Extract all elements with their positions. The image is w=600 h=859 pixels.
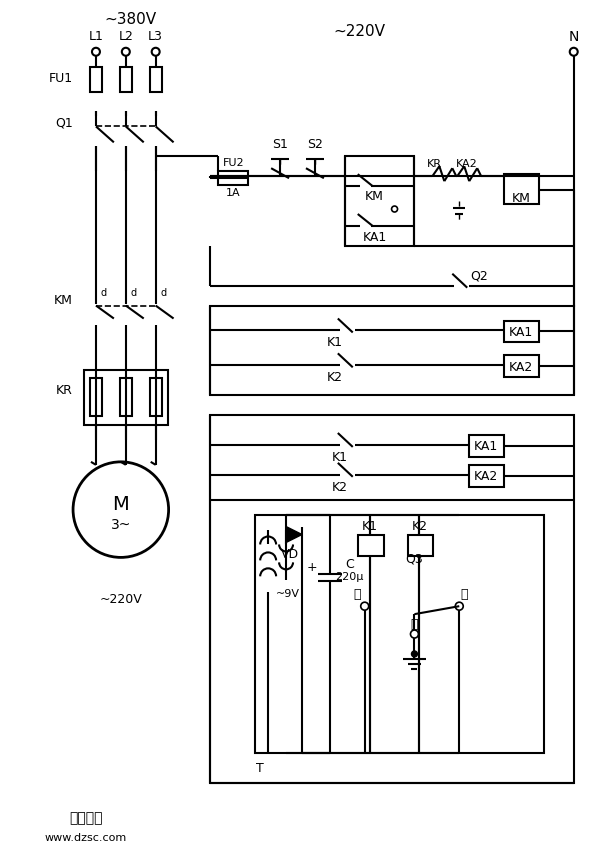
Bar: [84, 370, 167, 425]
Text: KM: KM: [365, 190, 384, 203]
Bar: [90, 67, 102, 92]
Text: FU2: FU2: [223, 158, 244, 168]
Text: KA2: KA2: [474, 470, 498, 484]
Bar: [90, 378, 102, 416]
Text: KR: KR: [427, 159, 442, 169]
Text: L1: L1: [89, 30, 103, 43]
Text: KA2: KA2: [457, 159, 478, 169]
Text: KA2: KA2: [509, 361, 533, 374]
Bar: [345, 156, 415, 246]
Circle shape: [361, 602, 368, 610]
Bar: [211, 306, 574, 395]
Text: KA1: KA1: [362, 231, 387, 245]
Text: ~220V: ~220V: [334, 24, 386, 40]
Text: KA1: KA1: [509, 326, 533, 339]
Circle shape: [570, 48, 578, 56]
Text: FU1: FU1: [49, 72, 73, 85]
Text: KM: KM: [512, 192, 530, 204]
Text: L2: L2: [118, 30, 133, 43]
Circle shape: [92, 48, 100, 56]
Bar: [218, 171, 248, 186]
Text: N: N: [569, 30, 579, 44]
Bar: [120, 378, 132, 416]
Text: K2: K2: [332, 481, 348, 494]
Text: T: T: [256, 762, 264, 775]
Bar: [407, 534, 433, 557]
Circle shape: [455, 602, 463, 610]
Text: L3: L3: [148, 30, 163, 43]
Text: 中: 中: [411, 618, 418, 631]
Text: www.dzsc.com: www.dzsc.com: [45, 833, 127, 843]
Bar: [120, 67, 132, 92]
Text: d: d: [161, 288, 167, 297]
Circle shape: [392, 206, 398, 212]
Text: S1: S1: [272, 137, 288, 151]
Text: K2: K2: [327, 371, 343, 384]
Text: ~9V: ~9V: [276, 589, 300, 600]
Text: d: d: [101, 288, 107, 297]
Circle shape: [152, 48, 160, 56]
Bar: [469, 465, 504, 487]
Text: 1A: 1A: [226, 188, 241, 198]
Bar: [358, 534, 383, 557]
Circle shape: [122, 48, 130, 56]
Text: K1: K1: [362, 520, 377, 533]
Text: KA1: KA1: [474, 441, 498, 454]
Bar: [504, 320, 539, 343]
Text: d: d: [131, 288, 137, 297]
Bar: [149, 378, 161, 416]
Bar: [469, 435, 504, 457]
Bar: [504, 356, 539, 377]
Bar: [255, 515, 544, 753]
Bar: [504, 174, 539, 204]
Text: KR: KR: [56, 384, 73, 397]
Text: 高: 高: [460, 588, 468, 600]
Bar: [149, 67, 161, 92]
Text: +: +: [307, 561, 317, 574]
Bar: [211, 415, 574, 783]
Text: 低: 低: [353, 588, 361, 600]
Text: 3~: 3~: [110, 518, 131, 532]
Text: VD: VD: [281, 548, 299, 561]
Text: K2: K2: [412, 520, 427, 533]
Text: C: C: [346, 557, 354, 571]
Text: M: M: [112, 495, 129, 515]
Text: 220μ: 220μ: [335, 572, 364, 582]
Polygon shape: [286, 527, 302, 543]
Circle shape: [412, 651, 418, 657]
Text: K1: K1: [327, 336, 343, 349]
Text: KM: KM: [54, 294, 73, 308]
Circle shape: [410, 630, 418, 638]
Text: Q2: Q2: [470, 269, 488, 283]
Text: Q3: Q3: [406, 553, 424, 566]
Text: Q1: Q1: [55, 117, 73, 130]
Text: ~380V: ~380V: [105, 12, 157, 27]
Text: 维库一下: 维库一下: [69, 811, 103, 825]
Text: ~220V: ~220V: [100, 593, 142, 606]
Text: S2: S2: [307, 137, 323, 151]
Text: K1: K1: [332, 451, 348, 465]
Circle shape: [73, 462, 169, 557]
